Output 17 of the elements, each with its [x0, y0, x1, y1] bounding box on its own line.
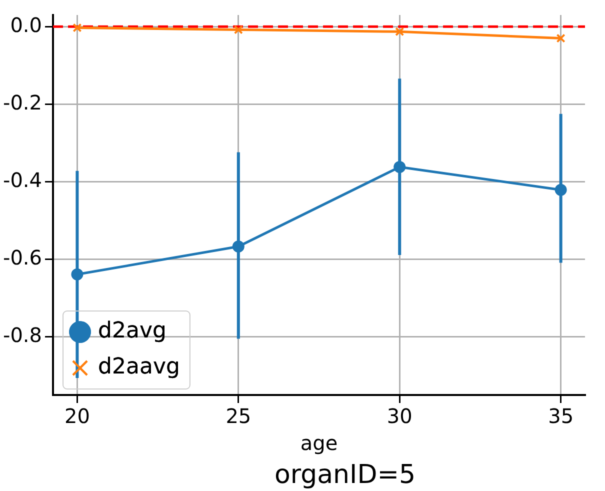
point	[395, 27, 404, 36]
legend-label: d2aavg	[98, 354, 180, 380]
x-tick-label: 30	[386, 404, 412, 428]
x-axis-title: age	[300, 431, 338, 456]
point	[556, 34, 566, 43]
y-tick-label: -0.4	[2, 168, 42, 192]
y-tick-label: -0.6	[2, 245, 42, 270]
point	[72, 23, 82, 32]
x-tick-label: 25	[226, 404, 252, 428]
x-tick-label: 20	[64, 404, 90, 428]
text: organID=5	[274, 460, 416, 490]
y-tick-label: -0.2	[2, 90, 42, 114]
x-tick-label: 35	[548, 404, 574, 428]
legend-label: d2avg	[98, 318, 166, 344]
y-tick-label: 0.0	[10, 12, 42, 37]
y-tick-label: -0.8	[2, 323, 42, 348]
point	[234, 25, 243, 34]
